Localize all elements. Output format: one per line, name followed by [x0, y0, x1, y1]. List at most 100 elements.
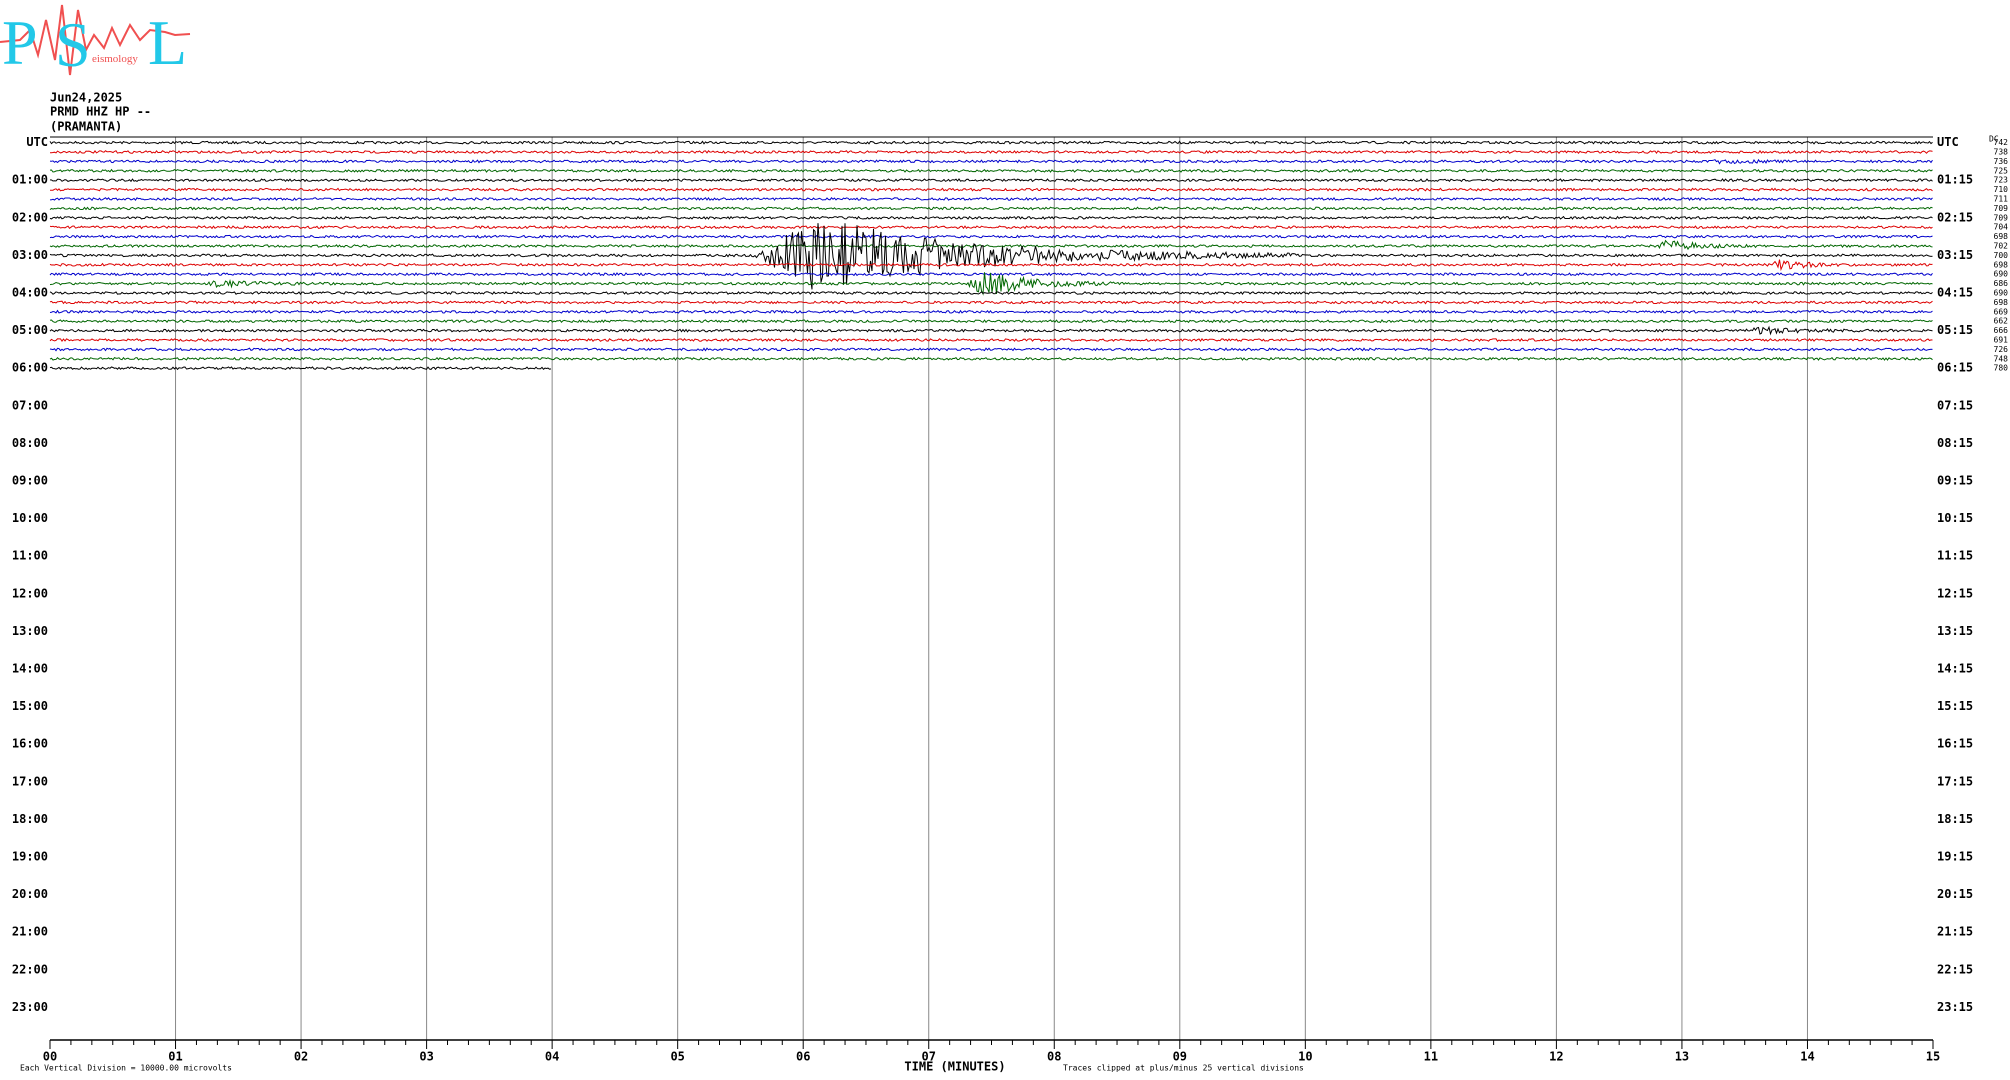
logo: P S L eismology: [0, 4, 191, 80]
x-tick-label: 06: [796, 1050, 810, 1064]
hour-label: 15:00: [12, 699, 48, 713]
hour-label: 21:00: [12, 925, 48, 939]
trace: [49, 225, 1933, 230]
trace: [49, 309, 1933, 314]
dc-value: 698: [1994, 260, 2009, 269]
hour-label-right: UTC: [1937, 135, 1959, 149]
hour-label: 22:00: [12, 962, 48, 976]
x-tick-label: 01: [168, 1050, 182, 1064]
trace: [49, 300, 1933, 305]
trace: [49, 158, 1933, 165]
dc-value: 709: [1994, 204, 2009, 213]
dc-value: 723: [1994, 176, 2009, 185]
trace: [49, 178, 1933, 183]
hour-label: 12:00: [12, 586, 48, 600]
dc-value: 726: [1994, 345, 2009, 354]
hour-label-right: 04:15: [1937, 286, 1973, 300]
hour-label: 23:00: [12, 1000, 48, 1014]
hour-label-right: 15:15: [1937, 699, 1973, 713]
dc-value: 700: [1994, 251, 2009, 260]
trace: [49, 272, 1933, 296]
footer-right: Traces clipped at plus/minus 25 vertical…: [1063, 1064, 1304, 1073]
dc-value: 725: [1994, 166, 2009, 175]
dc-title: DC: [1989, 135, 1999, 144]
hour-label: 03:00: [12, 248, 48, 262]
hour-label-right: 03:15: [1937, 248, 1973, 262]
hour-label-right: 17:15: [1937, 774, 1973, 788]
hour-label: 01:00: [12, 173, 48, 187]
location: (PRAMANTA): [50, 120, 122, 134]
dc-value: 690: [1994, 270, 2009, 279]
dc-value: 736: [1994, 157, 2009, 166]
x-tick-label: 13: [1675, 1050, 1689, 1064]
x-title: TIME (MINUTES): [904, 1060, 1005, 1074]
dc-value: 669: [1994, 307, 2009, 316]
x-tick-label: 10: [1298, 1050, 1312, 1064]
hour-label-right: 20:15: [1937, 887, 1973, 901]
trace: [49, 366, 552, 371]
dc-value: 710: [1994, 185, 2009, 194]
dc-value: 711: [1994, 195, 2009, 204]
dc-value: 738: [1994, 148, 2009, 157]
hour-label-right: 06:15: [1937, 361, 1973, 375]
dc-value: 666: [1994, 326, 2009, 335]
hour-label-right: 05:15: [1937, 323, 1973, 337]
logo-letter: L: [148, 7, 187, 78]
dc-value: 686: [1994, 279, 2009, 288]
hour-label-right: 09:15: [1937, 474, 1973, 488]
trace: [49, 168, 1933, 173]
trace: [49, 206, 1933, 211]
x-tick-label: 04: [545, 1050, 559, 1064]
hour-label-right: 22:15: [1937, 962, 1973, 976]
logo-wiggle: [0, 4, 191, 76]
trace: [50, 149, 1933, 154]
footer-left: Each Vertical Division = 10000.00 microv…: [20, 1064, 232, 1073]
hour-label: 07:00: [12, 398, 48, 412]
trace: [49, 215, 1933, 220]
hour-label-right: 18:15: [1937, 812, 1973, 826]
hour-label-right: 16:15: [1937, 737, 1973, 751]
hour-label-right: 19:15: [1937, 850, 1973, 864]
hour-label: 08:00: [12, 436, 48, 450]
dc-value: 704: [1994, 223, 2009, 232]
trace: [49, 337, 1933, 342]
x-tick-label: 12: [1549, 1050, 1563, 1064]
trace: [49, 291, 1933, 296]
hour-label: 09:00: [12, 474, 48, 488]
trace: [49, 196, 1933, 202]
logo-letter: P: [2, 7, 38, 78]
logo-letter: S: [55, 9, 91, 80]
trace: [49, 234, 1933, 239]
dc-value: 748: [1994, 354, 2009, 363]
hour-label-right: 23:15: [1937, 1000, 1973, 1014]
dc-value: 698: [1994, 298, 2009, 307]
hour-label: 17:00: [12, 774, 48, 788]
station: PRMD HHZ HP --: [50, 105, 151, 119]
hour-label-right: 12:15: [1937, 586, 1973, 600]
dc-value: 742: [1994, 138, 2009, 147]
hour-label: 14:00: [12, 662, 48, 676]
hour-label: UTC: [26, 135, 48, 149]
dc-value: 702: [1994, 242, 2009, 251]
hour-label: 06:00: [12, 361, 48, 375]
hour-label-right: 13:15: [1937, 624, 1973, 638]
x-tick-label: 05: [670, 1050, 684, 1064]
x-tick-label: 09: [1173, 1050, 1187, 1064]
trace: [49, 325, 1933, 336]
hour-label: 10:00: [12, 511, 48, 525]
hour-label-right: 10:15: [1937, 511, 1973, 525]
x-tick-label: 11: [1424, 1050, 1438, 1064]
hour-label: 05:00: [12, 323, 48, 337]
dc-value: 709: [1994, 213, 2009, 222]
dc-value: 691: [1994, 336, 2009, 345]
hour-label-right: 02:15: [1937, 210, 1973, 224]
hour-label: 18:00: [12, 812, 48, 826]
x-tick-label: 00: [43, 1050, 57, 1064]
hour-label-right: 08:15: [1937, 436, 1973, 450]
hour-label-right: 07:15: [1937, 398, 1973, 412]
logo-word: eismology: [92, 53, 138, 65]
trace: [49, 356, 1933, 361]
x-tick-label: 15: [1926, 1050, 1940, 1064]
trace: [49, 347, 1933, 352]
